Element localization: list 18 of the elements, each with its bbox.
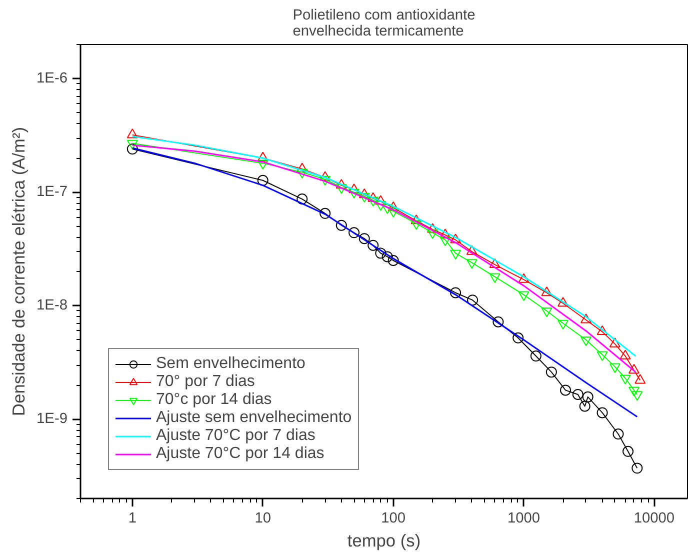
legend-label: Ajuste sem envelhecimento — [156, 409, 352, 427]
x-axis-title: tempo (s) — [347, 530, 421, 550]
y-axis-title: Densidade de corrente elétrica (A/m²) — [8, 127, 29, 416]
x-tick-label: 10000 — [634, 510, 675, 526]
y-tick-label: 1E-8 — [36, 298, 68, 314]
legend-label: Ajuste 70°C por 7 dias — [156, 427, 316, 445]
y-tick-label: 1E-9 — [36, 411, 68, 428]
legend-label: Sem envelhecimento — [156, 355, 306, 373]
y-tick-label: 1E-6 — [36, 70, 68, 87]
x-tick-label: 1 — [128, 510, 136, 526]
legend-label: Ajuste 70°C por 14 dias — [156, 445, 324, 463]
legend-label: 70°c por 14 dias — [156, 391, 272, 409]
x-tick-label: 1000 — [507, 510, 540, 526]
legend-label: 70° por 7 dias — [156, 373, 255, 391]
y-tick-label: 1E-7 — [36, 184, 68, 200]
chart-title: Polietileno com antioxidante envelhecida termicamente — [292, 8, 476, 40]
x-tick-label: 10 — [254, 510, 272, 526]
x-tick-label: 100 — [381, 510, 406, 526]
